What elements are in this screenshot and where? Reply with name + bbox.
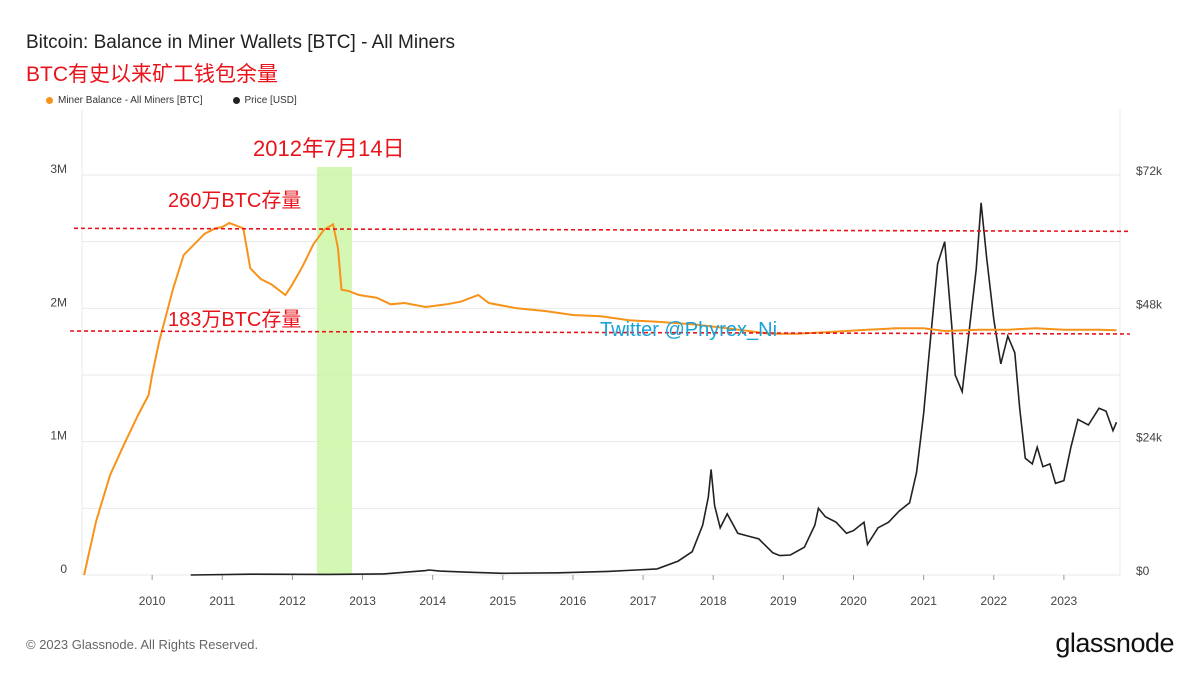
legend-label-price: Price [USD]: [244, 95, 297, 106]
y-left-tick-label: 1M: [50, 429, 67, 443]
x-tick-label: 2020: [840, 594, 867, 608]
x-tick-label: 2021: [910, 594, 937, 608]
grid: [81, 110, 1121, 576]
legend-item-miner[interactable]: Miner Balance - All Miners [BTC]: [46, 95, 203, 106]
x-tick-label: 2018: [700, 594, 727, 608]
x-tick-label: 2012: [279, 594, 306, 608]
chart-subtitle: BTC有史以来矿工钱包余量: [26, 63, 278, 86]
legend-item-price[interactable]: Price [USD]: [232, 95, 297, 106]
miner-balance-series-line: [83, 221, 1117, 576]
y-left-tick-label: 3M: [50, 162, 67, 176]
y-right-tick-label: $0: [1136, 564, 1150, 578]
chart-title: Bitcoin: Balance in Miner Wallets [BTC] …: [26, 32, 456, 53]
x-tick-label: 2022: [980, 594, 1007, 608]
y-right-tick-label: $48k: [1136, 297, 1163, 311]
watermark-text: Twitter @Phyrex_Ni: [600, 319, 777, 341]
x-tick-label: 2019: [770, 594, 797, 608]
x-tick-label: 2013: [349, 594, 376, 608]
x-axis: 2010 2011 2012 2013 2014 2015 2016 2017 2018 2019…: [139, 575, 1078, 608]
right-axis: $0 $24k $48k $72k: [1136, 164, 1163, 578]
legend-label-miner: Miner Balance - All Miners [BTC]: [58, 95, 203, 106]
x-tick-label: 2023: [1051, 594, 1078, 608]
reference-line-low: [69, 330, 1131, 335]
brand-logo: glassnode: [1055, 628, 1174, 658]
x-tick-label: 2015: [489, 594, 516, 608]
y-left-tick-label: 2M: [50, 295, 67, 309]
left-axis: 0 1M 2M 3M: [50, 162, 67, 576]
price-series-line: [190, 202, 1118, 576]
legend-dot-price: [232, 97, 240, 104]
reference-line-high: [73, 227, 1131, 233]
date-annotation: 2012年7月14日: [253, 136, 405, 161]
low-line-annotation: 183万BTC存量: [168, 308, 301, 331]
x-tick-label: 2011: [209, 594, 235, 608]
y-left-tick-label: 0: [60, 562, 67, 576]
y-right-tick-label: $72k: [1136, 164, 1163, 178]
x-tick-label: 2016: [560, 594, 587, 608]
legend: Miner Balance - All Miners [BTC] Price […: [46, 95, 297, 106]
x-tick-label: 2014: [419, 594, 446, 608]
legend-dot-miner: [46, 97, 53, 104]
high-line-annotation: 260万BTC存量: [168, 189, 301, 212]
copyright: © 2023 Glassnode. All Rights Reserved.: [26, 637, 259, 652]
y-right-tick-label: $24k: [1136, 431, 1163, 445]
x-tick-label: 2010: [139, 594, 166, 608]
x-tick-label: 2017: [630, 594, 657, 608]
